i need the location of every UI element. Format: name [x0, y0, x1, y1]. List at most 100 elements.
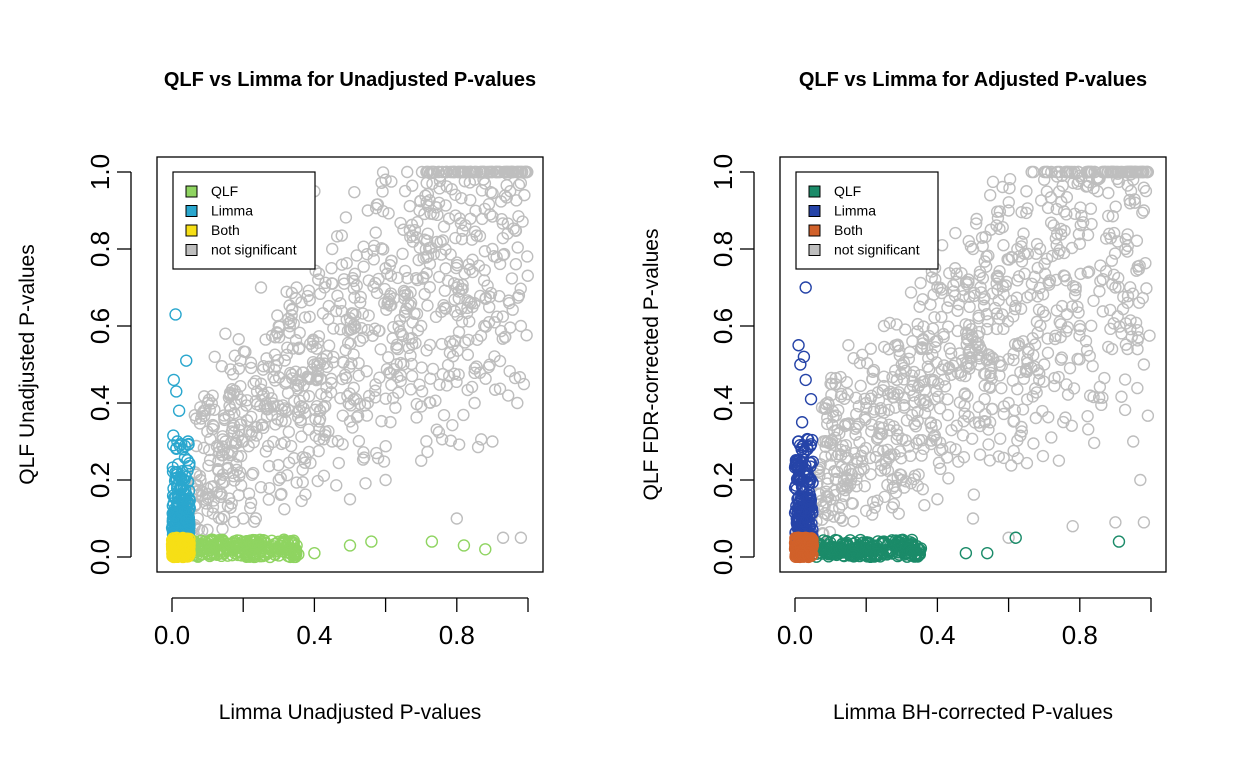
plot2-point-not-significant-7	[949, 262, 962, 275]
background-point	[490, 165, 503, 179]
background-point	[432, 165, 446, 179]
background-point	[465, 233, 479, 246]
background-point	[317, 433, 330, 446]
plot2-y-axis-label: QLF FDR-corrected P-values	[640, 229, 663, 501]
background-point	[911, 317, 924, 331]
background-point	[892, 507, 905, 520]
plot1-limma-cluster-point	[181, 495, 195, 509]
plot1-point-not-significant-32	[361, 396, 374, 410]
plot2-legend-label-both: Both	[834, 222, 863, 238]
background-point	[255, 418, 269, 431]
background-point	[354, 290, 367, 304]
background-point	[1071, 300, 1084, 314]
background-point	[278, 354, 291, 367]
background-point	[357, 446, 370, 459]
background-point	[972, 416, 986, 429]
background-point	[225, 383, 239, 396]
background-point	[433, 378, 446, 391]
background-point	[1029, 411, 1043, 425]
background-point	[298, 456, 312, 469]
background-point	[1102, 227, 1116, 241]
plot2-point-not-significant-9	[984, 223, 997, 236]
background-point	[1060, 191, 1074, 204]
background-point	[390, 358, 403, 371]
plot2-point-limma-0	[799, 281, 812, 294]
background-point	[477, 165, 490, 179]
plot1-qlf-cluster-point	[261, 546, 274, 560]
background-point	[922, 352, 935, 365]
background-point	[858, 479, 871, 493]
background-point	[486, 165, 499, 179]
plot2-point-not-significant-11	[1020, 185, 1033, 198]
background-point	[979, 260, 993, 273]
plot2-qlf-cluster-point	[847, 542, 860, 555]
background-point	[1118, 373, 1132, 386]
background-point	[1020, 456, 1034, 470]
background-point	[325, 376, 338, 390]
background-point	[352, 434, 366, 448]
background-point	[410, 397, 423, 411]
background-point	[976, 272, 990, 285]
background-point	[990, 277, 1003, 290]
plot1-point-limma-4	[172, 404, 186, 417]
background-point	[821, 435, 834, 448]
background-point	[978, 415, 991, 428]
background-point	[371, 451, 385, 465]
background-point	[256, 363, 270, 376]
background-point	[224, 501, 237, 514]
background-point	[1049, 232, 1063, 245]
background-point	[959, 318, 972, 331]
background-point	[913, 368, 927, 382]
background-point	[336, 355, 350, 369]
plot1-point-qlf-9	[365, 535, 378, 548]
background-point	[394, 216, 407, 230]
background-point	[1042, 276, 1055, 289]
background-point	[302, 423, 315, 436]
background-point	[520, 165, 533, 179]
plot1-qlf-cluster-point	[212, 538, 225, 551]
background-point	[357, 260, 370, 273]
background-point	[233, 418, 247, 431]
background-point	[973, 268, 986, 282]
background-point	[1130, 234, 1144, 247]
background-point	[996, 180, 1009, 194]
background-point	[498, 165, 511, 179]
background-point	[1021, 202, 1034, 215]
background-point	[207, 479, 220, 493]
background-point	[1014, 429, 1027, 442]
plot2-limma-cluster-point	[789, 454, 803, 467]
background-point	[854, 379, 867, 393]
plot2-point-not-significant-14	[1073, 169, 1087, 183]
plot2-qlf-cluster-point	[873, 547, 887, 561]
background-point	[376, 166, 390, 179]
background-point	[299, 488, 312, 501]
background-point	[468, 366, 481, 380]
background-point	[957, 451, 971, 464]
background-point	[415, 385, 429, 398]
background-point	[394, 374, 407, 388]
background-point	[271, 353, 285, 367]
background-point	[260, 403, 274, 416]
background-point	[234, 354, 247, 367]
background-point	[978, 255, 991, 268]
plot2-both-cluster-point	[803, 544, 816, 557]
background-point	[423, 281, 437, 294]
background-point	[1057, 246, 1071, 260]
background-point	[1011, 383, 1024, 396]
background-point	[916, 293, 929, 306]
background-point	[370, 446, 383, 460]
background-point	[331, 434, 345, 448]
plot1-legend-label-qlf: QLF	[211, 183, 238, 199]
background-point	[941, 393, 954, 406]
plot2-qlf-cluster-point	[833, 543, 847, 556]
background-point	[434, 235, 447, 249]
background-point	[1021, 247, 1035, 260]
background-point	[382, 295, 395, 308]
background-point	[1036, 288, 1050, 301]
background-point	[914, 342, 928, 356]
background-point	[902, 440, 915, 453]
plot1-point-not-significant-9	[343, 312, 357, 325]
background-point	[997, 239, 1010, 252]
plot2-qlf-cluster-point	[864, 549, 877, 562]
background-point	[518, 188, 531, 202]
